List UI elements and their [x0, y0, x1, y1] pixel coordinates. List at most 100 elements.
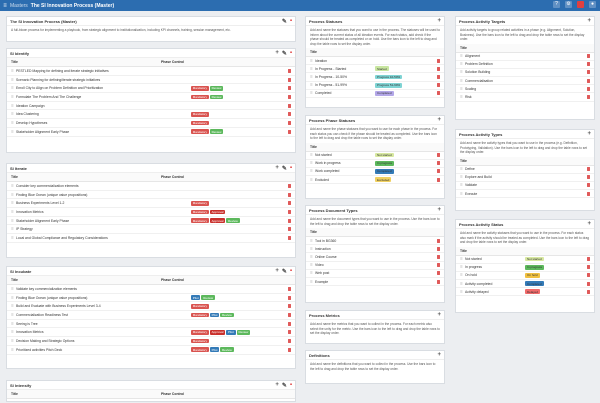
table-row[interactable]: ☰ Innovation Metrics Mandatory Approval [7, 208, 295, 217]
drag-handle-icon[interactable]: ☰ [460, 78, 463, 83]
delete-icon[interactable]: ▪ [289, 268, 292, 274]
drag-handle-icon[interactable]: ☰ [11, 68, 14, 73]
drag-handle-icon[interactable]: ☰ [310, 263, 313, 268]
table-row[interactable]: ☰ IP Strategy [7, 225, 295, 235]
delete-row-icon[interactable] [587, 289, 590, 294]
drag-handle-icon[interactable]: ☰ [460, 281, 463, 286]
delete-row-icon[interactable] [288, 209, 291, 214]
drag-handle-icon[interactable]: ☰ [310, 279, 313, 284]
table-row[interactable]: ☰ Commercialisation [456, 77, 594, 86]
table-row[interactable]: ☰ Decision Making and Strategic Options Ma… [7, 337, 295, 346]
drag-handle-icon[interactable]: ☰ [460, 95, 463, 100]
table-row[interactable]: ☰ In progress In progress [456, 264, 594, 272]
table-row[interactable]: ☰ In Progress - Started Started [306, 65, 444, 74]
drag-handle-icon[interactable]: ☰ [310, 58, 313, 63]
delete-row-icon[interactable] [587, 78, 590, 83]
drag-handle-icon[interactable]: ☰ [460, 191, 463, 196]
delete-row-icon[interactable] [437, 238, 440, 243]
drag-handle-icon[interactable]: ☰ [310, 153, 313, 158]
table-row[interactable]: ☰ Idea Clustering Mandatory [7, 110, 295, 120]
drag-handle-icon[interactable]: ☰ [11, 330, 14, 335]
delete-row-icon[interactable] [437, 58, 440, 63]
delete-row-icon[interactable] [587, 183, 590, 188]
table-row[interactable]: ☰ Solution Building [456, 69, 594, 78]
drag-handle-icon[interactable]: ☰ [310, 66, 313, 71]
drag-handle-icon[interactable]: ☰ [11, 112, 14, 117]
table-row[interactable]: ☰ Scenario Planning for defining/iterate … [7, 76, 295, 85]
delete-row-icon[interactable] [587, 86, 590, 91]
table-row[interactable]: ☰ Execute [456, 190, 594, 199]
delete-row-icon[interactable] [587, 257, 590, 262]
delete-row-icon[interactable] [288, 103, 291, 108]
drag-handle-icon[interactable]: ☰ [11, 321, 14, 326]
table-row[interactable]: ☰ Work completed Completed [306, 168, 444, 177]
delete-row-icon[interactable] [288, 68, 291, 73]
drag-handle-icon[interactable]: ☰ [460, 62, 463, 67]
table-row[interactable]: ☰ Online Course [306, 253, 444, 262]
table-row[interactable]: ☰ Innovation Metrics Mandatory Approval Pilo… [7, 328, 295, 338]
delete-row-icon[interactable] [288, 218, 291, 223]
drag-handle-icon[interactable]: ☰ [310, 238, 313, 243]
delete-row-icon[interactable] [288, 286, 291, 291]
table-row[interactable]: ☰ Finding Blue Ocean (unique value propos… [7, 294, 295, 303]
table-row[interactable]: ☰ Video [306, 262, 444, 270]
table-row[interactable]: ☰ In Progress - 10-50% Progress 10-50% [306, 73, 444, 82]
delete-row-icon[interactable] [587, 175, 590, 180]
delete-row-icon[interactable] [587, 265, 590, 270]
delete-row-icon[interactable] [288, 129, 291, 134]
drag-handle-icon[interactable]: ☰ [460, 167, 463, 172]
drag-handle-icon[interactable]: ☰ [310, 83, 313, 88]
delete-row-icon[interactable] [288, 227, 291, 232]
drag-handle-icon[interactable]: ☰ [460, 265, 463, 270]
add-icon[interactable]: + [437, 18, 441, 24]
delete-row-icon[interactable] [288, 330, 291, 335]
drag-handle-icon[interactable]: ☰ [11, 338, 14, 343]
table-row[interactable]: ☰ Risk [456, 93, 594, 102]
delete-icon[interactable]: ▪ [289, 50, 292, 56]
table-row[interactable]: ☰ Scaling [456, 85, 594, 94]
delete-row-icon[interactable] [437, 153, 440, 158]
delete-row-icon[interactable] [288, 338, 291, 343]
help-icon[interactable]: ? [553, 1, 560, 8]
drag-handle-icon[interactable]: ☰ [11, 201, 14, 206]
table-row[interactable]: ☰ Seeing is Tree [7, 320, 295, 329]
drag-handle-icon[interactable]: ☰ [11, 312, 14, 317]
drag-handle-icon[interactable]: ☰ [11, 218, 14, 223]
table-row[interactable]: ☰ Web post [306, 270, 444, 278]
delete-row-icon[interactable] [288, 86, 291, 91]
drag-handle-icon[interactable]: ☰ [310, 91, 313, 96]
delete-row-icon[interactable] [288, 183, 291, 188]
table-row[interactable]: ☰ Not started Not started [306, 152, 444, 160]
drag-handle-icon[interactable]: ☰ [11, 347, 14, 352]
table-row[interactable]: ☰ Prioritized activities Pitch Deck Mandat… [7, 346, 295, 355]
drag-handle-icon[interactable]: ☰ [11, 129, 14, 134]
drag-handle-icon[interactable]: ☰ [310, 161, 313, 166]
drag-handle-icon[interactable]: ☰ [11, 77, 14, 82]
delete-row-icon[interactable] [288, 192, 291, 197]
drag-handle-icon[interactable]: ☰ [460, 86, 463, 91]
drag-handle-icon[interactable]: ☰ [310, 271, 313, 276]
delete-row-icon[interactable] [437, 254, 440, 259]
delete-row-icon[interactable] [437, 83, 440, 88]
drag-handle-icon[interactable]: ☰ [310, 169, 313, 174]
table-row[interactable]: ☰ Tool in BG360 [306, 237, 444, 246]
delete-row-icon[interactable] [587, 54, 590, 59]
edit-icon[interactable]: ✎ [281, 19, 287, 25]
drag-handle-icon[interactable]: ☰ [11, 235, 14, 240]
table-row[interactable]: ☰ Validate [456, 182, 594, 191]
drag-handle-icon[interactable]: ☰ [11, 209, 14, 214]
breadcrumb-masters[interactable]: Masters [10, 2, 28, 9]
drag-handle-icon[interactable]: ☰ [460, 175, 463, 180]
delete-row-icon[interactable] [288, 312, 291, 317]
table-row[interactable]: ☰ In Progress - 51-99% Progress 51-99% [306, 82, 444, 90]
delete-row-icon[interactable] [288, 347, 291, 352]
delete-row-icon[interactable] [437, 169, 440, 174]
delete-row-icon[interactable] [288, 94, 291, 99]
table-row[interactable]: ☰ Explore and Build [456, 174, 594, 182]
delete-icon[interactable]: ▪ [289, 382, 292, 388]
drag-handle-icon[interactable]: ☰ [460, 70, 463, 75]
table-row[interactable]: ☰ Stakeholder Alignment Early Phase Mandat… [7, 128, 295, 137]
add-icon[interactable]: + [437, 352, 441, 358]
edit-icon[interactable]: ✎ [281, 51, 287, 57]
drag-handle-icon[interactable]: ☰ [11, 103, 14, 108]
